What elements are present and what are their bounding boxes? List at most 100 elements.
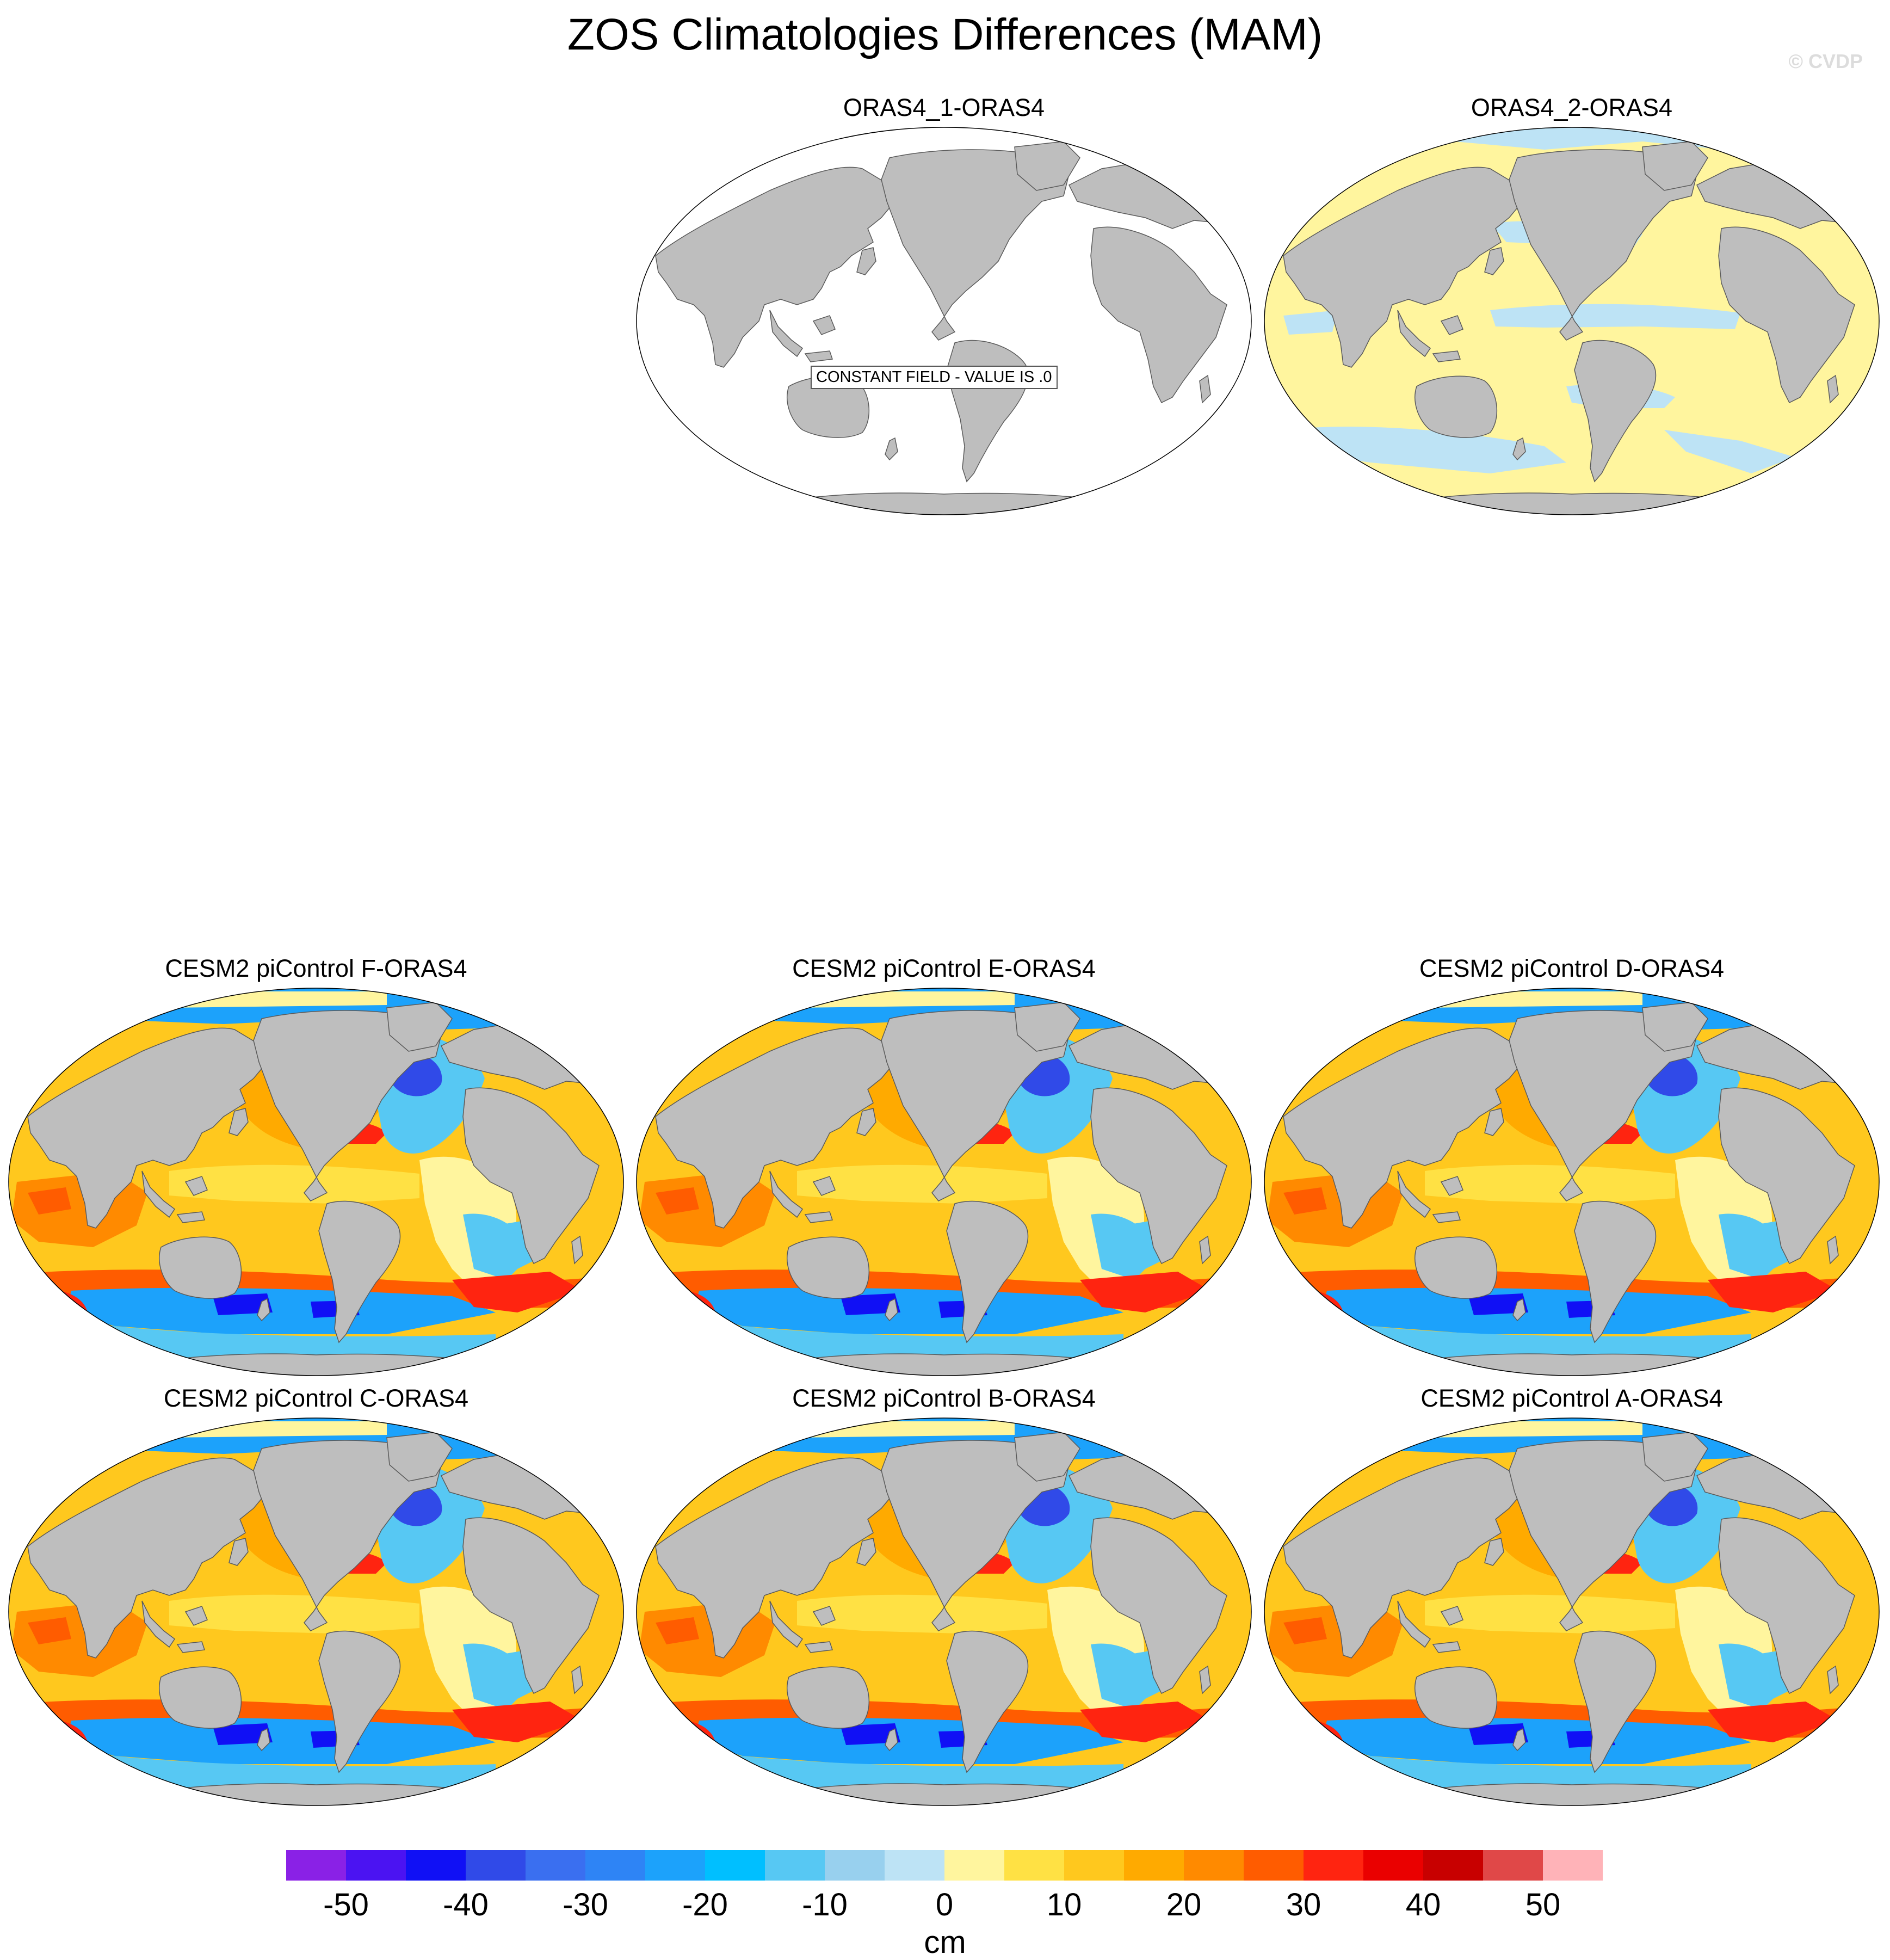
anomaly-region bbox=[721, 1753, 1123, 1791]
map-cesm2-f bbox=[8, 988, 624, 1376]
land-africa bbox=[1718, 226, 1855, 404]
colorbar-swatch bbox=[885, 1850, 944, 1881]
anomaly-region bbox=[28, 1617, 71, 1644]
colorbar-swatch bbox=[1423, 1850, 1483, 1881]
map-frame bbox=[8, 988, 624, 1376]
land-newzealand bbox=[1512, 1728, 1526, 1752]
anomaly-region bbox=[93, 1323, 496, 1361]
land-newzealand bbox=[257, 1298, 270, 1322]
panel-cesm2-e: CESM2 piControl E-ORAS4 bbox=[634, 954, 1254, 1379]
land-africa bbox=[462, 1517, 600, 1694]
land-seasia bbox=[141, 1170, 208, 1223]
land-asia bbox=[655, 1027, 895, 1229]
land-seasia bbox=[1397, 1170, 1463, 1223]
land-antarctica bbox=[731, 1353, 1179, 1376]
colorbar-swatch bbox=[645, 1850, 705, 1881]
colorbar-tick-label: 30 bbox=[1286, 1887, 1321, 1922]
land-asia bbox=[27, 1027, 268, 1229]
land-japan bbox=[1484, 1108, 1504, 1136]
anomaly-region bbox=[1321, 1717, 1751, 1764]
panel-oras4-1: ORAS4_1-ORAS4 CONSTANT FIELD - VALUE IS … bbox=[634, 94, 1254, 518]
map-frame bbox=[1264, 988, 1880, 1376]
anomaly-region bbox=[1080, 1272, 1210, 1312]
anomaly-region bbox=[1349, 1753, 1751, 1791]
land-newzealand bbox=[885, 437, 898, 461]
colorbar-swatch bbox=[1483, 1850, 1543, 1881]
anomaly-region bbox=[1425, 1421, 1642, 1438]
anomaly-region bbox=[841, 1723, 900, 1745]
anomaly-region bbox=[1425, 991, 1642, 1008]
colorbar-swatch bbox=[1304, 1850, 1363, 1881]
land-samerica bbox=[318, 1200, 401, 1343]
map-frame bbox=[1264, 1417, 1880, 1806]
land-africa bbox=[1718, 1087, 1855, 1265]
colorbar-swatch bbox=[585, 1850, 645, 1881]
land-asia bbox=[655, 167, 895, 368]
anomaly-region bbox=[1321, 1287, 1751, 1334]
land-newzealand bbox=[1512, 1298, 1526, 1322]
colorbar-tick-label: -50 bbox=[323, 1887, 369, 1922]
land-africa bbox=[1090, 1517, 1227, 1694]
land-japan bbox=[1484, 247, 1504, 275]
land-madagascar bbox=[1199, 1665, 1211, 1694]
land-samerica bbox=[946, 1630, 1029, 1773]
land-japan bbox=[1484, 1538, 1504, 1566]
anomaly-region bbox=[797, 1164, 1047, 1204]
panel-cesm2-c: CESM2 piControl C-ORAS4 bbox=[6, 1384, 626, 1809]
anomaly-region bbox=[213, 1293, 273, 1315]
anomaly-region bbox=[1349, 1323, 1751, 1361]
panel-cesm2-b: CESM2 piControl B-ORAS4 bbox=[634, 1384, 1254, 1809]
anomaly-region bbox=[656, 1617, 699, 1644]
land-japan bbox=[228, 1108, 249, 1136]
colorbar-swatch bbox=[346, 1850, 406, 1881]
map-cesm2-a bbox=[1264, 1417, 1880, 1806]
map-cesm2-b bbox=[636, 1417, 1252, 1806]
anomaly-region bbox=[656, 1187, 699, 1215]
colorbar-swatch bbox=[1543, 1850, 1603, 1881]
land-seasia bbox=[769, 310, 836, 362]
land-madagascar bbox=[1827, 1665, 1839, 1694]
land-japan bbox=[856, 1538, 876, 1566]
land-madagascar bbox=[571, 1665, 583, 1694]
land-antarctica bbox=[103, 1783, 552, 1805]
colorbar-units: cm bbox=[924, 1925, 966, 1960]
anomaly-region bbox=[797, 1421, 1015, 1438]
colorbar-tick-label: -20 bbox=[682, 1887, 728, 1922]
land-madagascar bbox=[1827, 374, 1839, 404]
map-cesm2-d bbox=[1264, 988, 1880, 1376]
colorbar-tick-label: 20 bbox=[1166, 1887, 1202, 1922]
anomaly-region bbox=[452, 1702, 583, 1742]
anomaly-region bbox=[1080, 1702, 1210, 1742]
land-samerica bbox=[946, 1200, 1029, 1343]
anomaly-region bbox=[1468, 1723, 1528, 1745]
land-australia bbox=[1415, 1666, 1497, 1729]
colorbar-tick-label: -10 bbox=[802, 1887, 848, 1922]
land-samerica bbox=[318, 1630, 401, 1773]
panel-title: CESM2 piControl C-ORAS4 bbox=[163, 1384, 469, 1412]
land-australia bbox=[1415, 1236, 1497, 1299]
colorbar-swatch bbox=[466, 1850, 526, 1881]
colorbar-swatch bbox=[765, 1850, 825, 1881]
negative-anomaly-region bbox=[1283, 310, 1338, 335]
colorbar-tick-label: 0 bbox=[936, 1887, 953, 1922]
colorbar-swatch bbox=[944, 1850, 1004, 1881]
land-australia bbox=[159, 1236, 242, 1299]
anomaly-region bbox=[169, 1421, 387, 1438]
map-frame bbox=[1264, 127, 1880, 515]
land-newzealand bbox=[885, 1728, 898, 1752]
colorbar-swatch bbox=[1064, 1850, 1124, 1881]
panel-title: CESM2 piControl E-ORAS4 bbox=[792, 954, 1096, 982]
map-cesm2-e bbox=[636, 988, 1252, 1376]
land-seasia bbox=[1397, 1600, 1463, 1653]
anomaly-region bbox=[169, 991, 387, 1008]
land-japan bbox=[856, 1108, 876, 1136]
panel-title: CESM2 piControl D-ORAS4 bbox=[1419, 954, 1725, 982]
anomaly-region bbox=[213, 1723, 273, 1745]
panel-title: CESM2 piControl A-ORAS4 bbox=[1420, 1384, 1723, 1412]
anomaly-region bbox=[28, 1187, 71, 1215]
anomaly-region bbox=[1283, 1187, 1327, 1215]
land-madagascar bbox=[1199, 374, 1211, 404]
colorbar-swatch bbox=[406, 1850, 466, 1881]
colorbar-tick-label: 10 bbox=[1047, 1887, 1082, 1922]
anomaly-region bbox=[1283, 1617, 1327, 1644]
